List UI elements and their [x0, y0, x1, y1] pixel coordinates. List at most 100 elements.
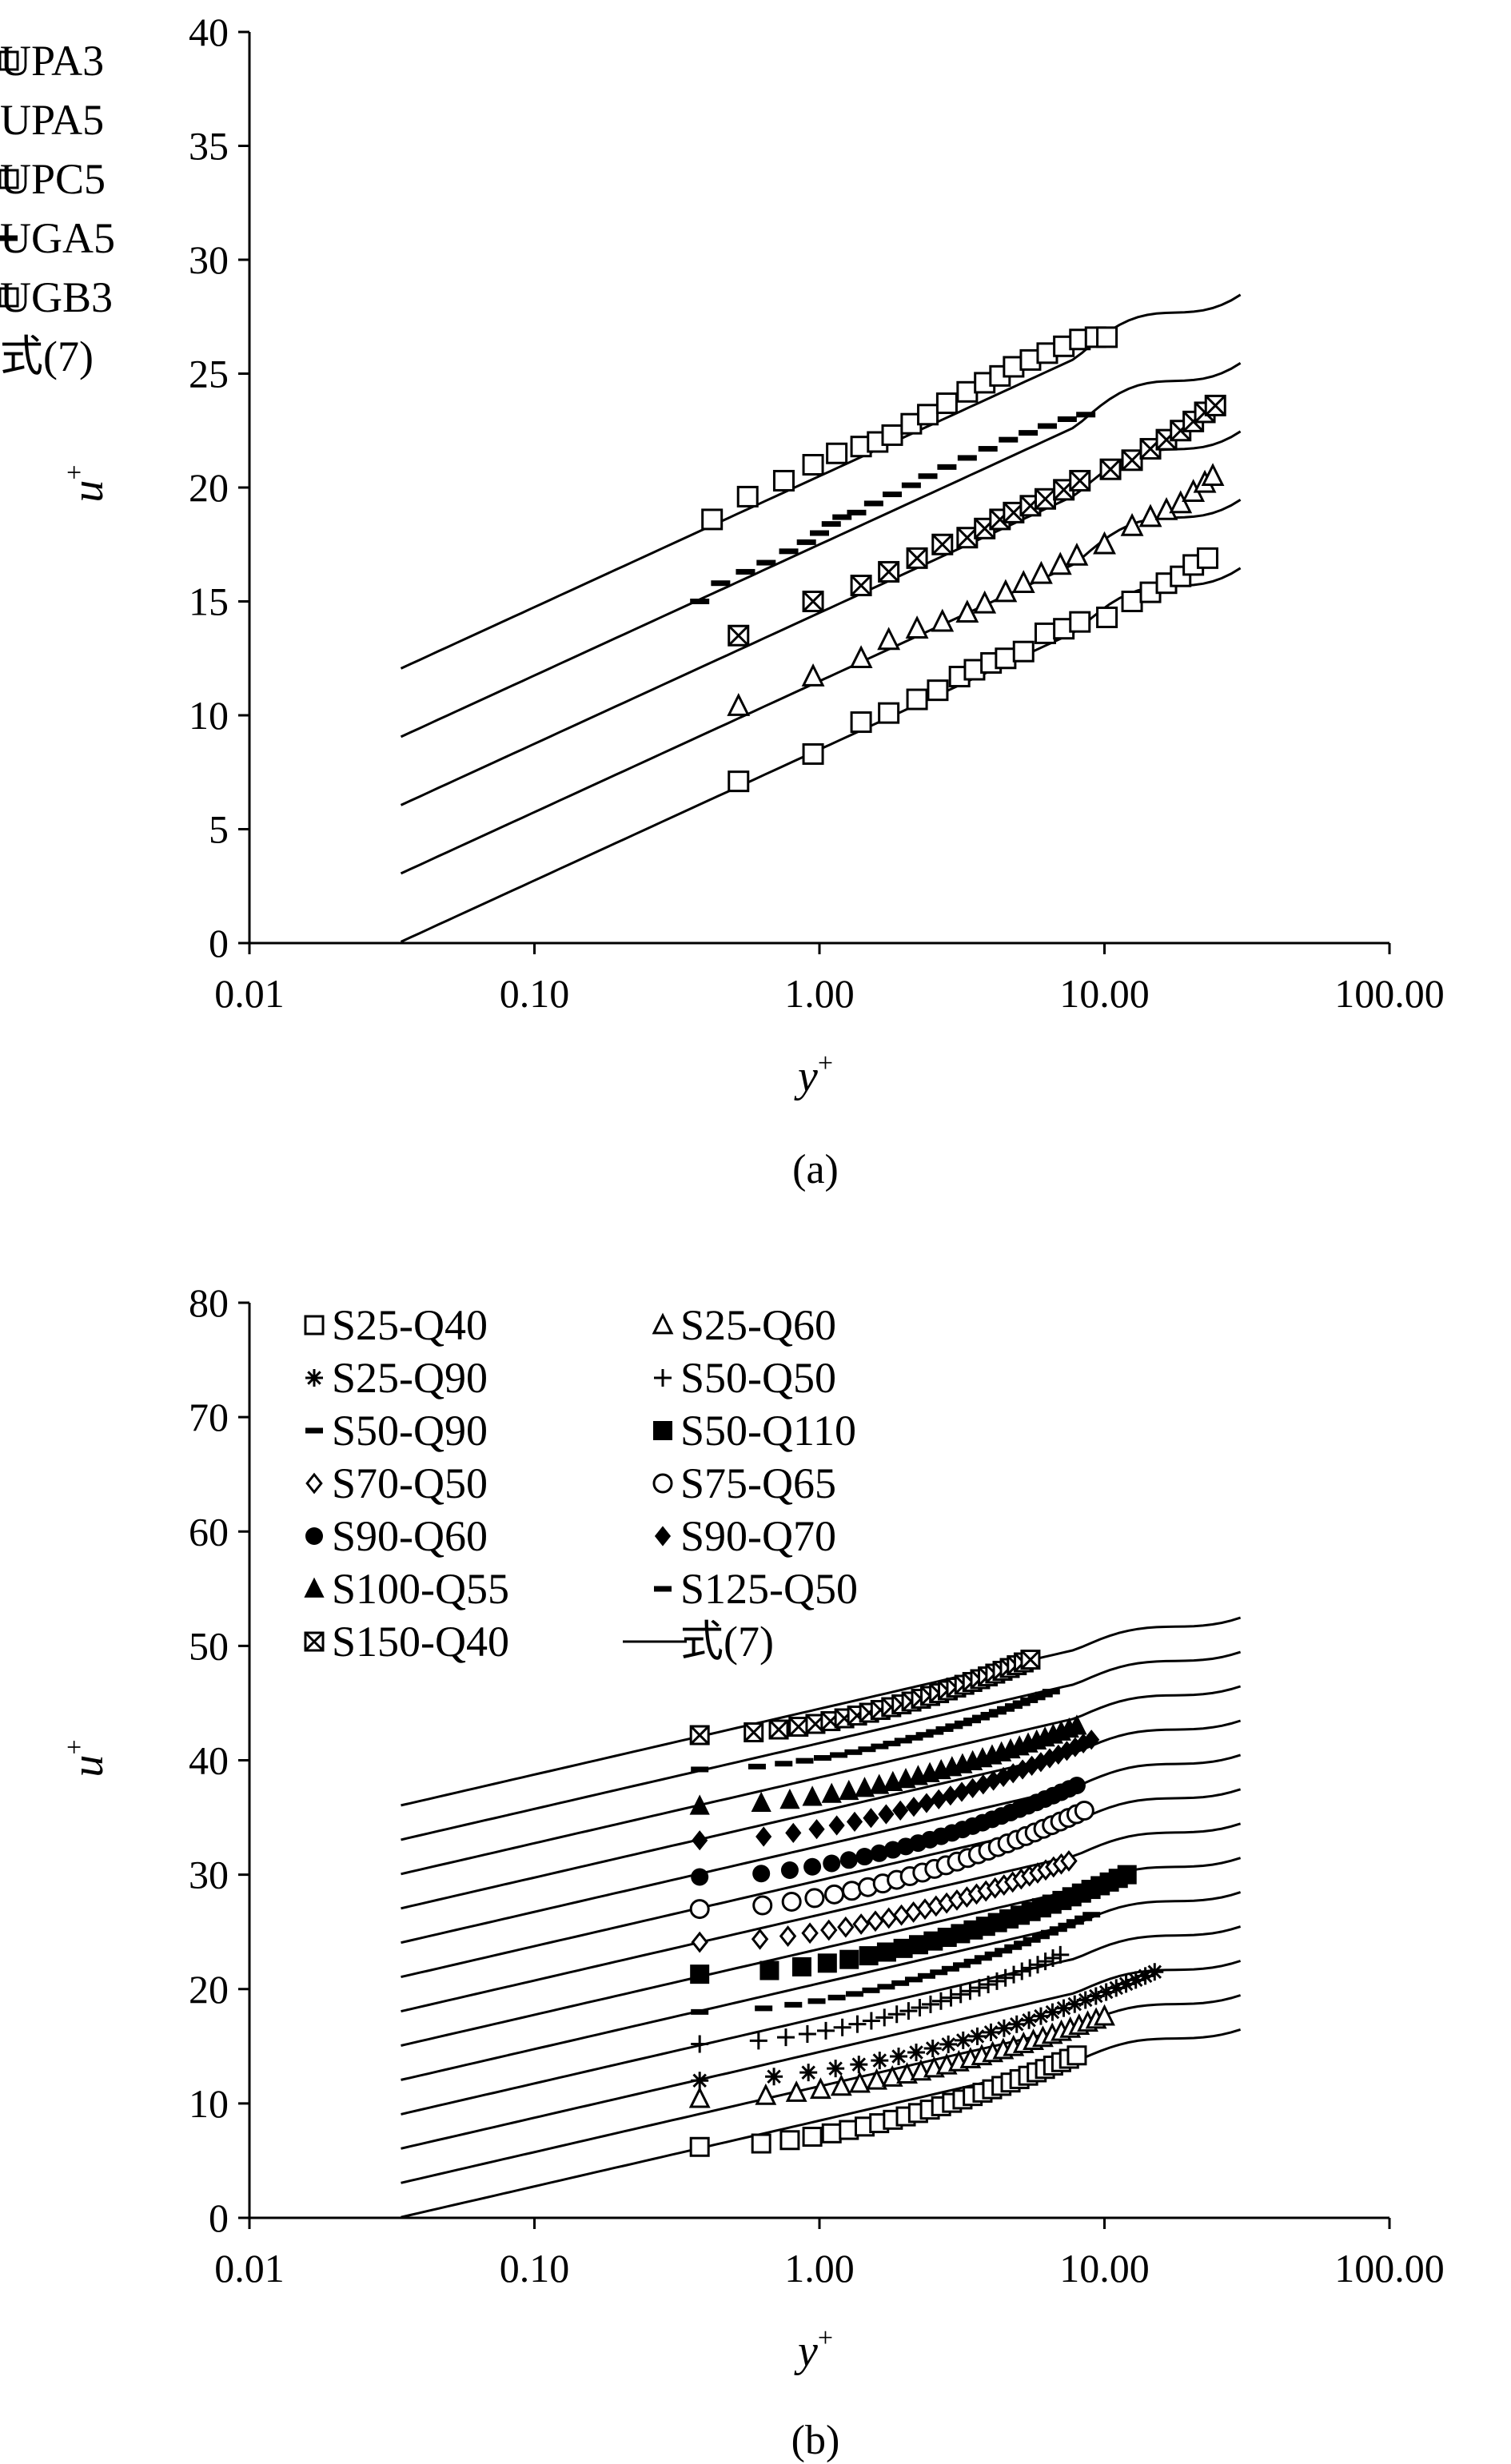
panel-a-series-UPA3	[728, 547, 1218, 793]
panel-a-legend-label-1: UPA5	[0, 96, 104, 144]
panel-a-point-UPA3-4	[906, 688, 928, 711]
panel-a-point-UPC5-6	[956, 527, 979, 549]
panel-b-point-S50-Q50-21	[1005, 1965, 1023, 1984]
panel-a-point-UPC5-11-cross	[1035, 488, 1056, 510]
panel-b-y-tick-label-8: 80	[189, 1280, 229, 1325]
panel-b-x-axis-label-sup: +	[818, 2323, 833, 2353]
panel-b-legend-item-4: S50-Q90	[305, 1407, 488, 1455]
panel-b-point-S50-Q90-1	[755, 2005, 773, 2012]
panel-a-legend-marker-2	[0, 170, 19, 189]
panel-a-x-tick-label-2: 1.00	[784, 971, 855, 1016]
panel-a-point-UPC5-14-cross	[1099, 459, 1122, 480]
panel-a-y-tick-label-6: 30	[189, 237, 229, 282]
panel-b-point-S25-Q60-7	[881, 2064, 903, 2087]
panel-b-fit-line-12	[401, 1616, 1242, 1807]
panel-b-y-axis-label-sup: +	[60, 1739, 90, 1754]
panel-b-point-S125-Q50-2	[775, 1761, 793, 1767]
panel-b-y-axis-label-text: u	[63, 1755, 113, 1777]
panel-b-y-tick-label-5: 50	[189, 1623, 229, 1668]
panel-a-point-UGB3-9	[917, 404, 939, 426]
panel-b-series-S25-Q40	[689, 2045, 1087, 2157]
panel-b-point-S50-Q50-4	[817, 2021, 835, 2040]
panel-b-legend-marker-12-cross	[304, 1631, 325, 1652]
panel-a-legend: UPA3 UPA5 UPC5 UGA5 UGB3 式(7)	[0, 37, 115, 380]
panel-b-point-S25-Q90-19	[1066, 1995, 1084, 2013]
panel-b-point-S125-Q50-17	[963, 1718, 982, 1724]
panel-b-point-S50-Q90-4	[827, 1994, 846, 2000]
panel-b-point-S125-Q50-27	[1042, 1689, 1060, 1695]
panel-b-point-S150-Q40-27-cross	[1020, 1650, 1041, 1670]
panel-b-point-S25-Q60-8	[896, 2062, 918, 2084]
panel-b-fit-line-8	[401, 1753, 1242, 1945]
panel-a-point-UPA3-0	[728, 770, 750, 793]
panel-b-point-S125-Q50-0	[691, 1766, 709, 1773]
panel-b-series-S25-Q90	[691, 1963, 1164, 2090]
panel-b-point-S50-Q50-13	[931, 1992, 950, 2010]
panel-b-point-S125-Q50-20	[988, 1709, 1007, 1715]
panel-b-point-S90-Q60-7	[870, 1844, 888, 1862]
panel-b-fit-line-2	[401, 1960, 1242, 2150]
panel-a-series-UPC5	[728, 394, 1226, 647]
panel-b-point-S50-Q90-18	[1004, 1944, 1023, 1950]
panel-a-y-axis-label: u+	[60, 464, 113, 502]
panel-a-y-tick-label-4: 20	[189, 465, 229, 510]
panel-b-point-S25-Q90-11	[968, 2027, 987, 2045]
panel-b-point-S25-Q60-0	[688, 2086, 711, 2108]
panel-b-point-S125-Q50-5	[830, 1752, 848, 1758]
panel-b-point-S100-Q55-4	[821, 1782, 842, 1803]
panel-b-point-S75-Q65-27	[1074, 1800, 1094, 1821]
panel-b-fit-line-3	[401, 1925, 1242, 2116]
panel-b-point-S90-Q70-9	[905, 1797, 923, 1817]
panel-b-fit-line-6	[401, 1822, 1242, 2013]
panel-a-point-UPC5-21-cross	[1205, 395, 1226, 416]
panel-b-legend: S25-Q40 S25-Q60 S25-Q90 S50-Q50 S50-Q90 S50-Q…	[304, 1301, 858, 1666]
panel-a-point-UGA5-0	[690, 599, 710, 604]
panel-b-point-S50-Q50-8	[875, 2008, 894, 2027]
panel-b-point-S125-Q50-10	[894, 1738, 912, 1744]
panel-a-point-UGA5-17	[999, 436, 1019, 443]
panel-b-point-S25-Q90-14	[1007, 2015, 1026, 2033]
panel-a-point-UPC5-2-cross	[851, 575, 872, 596]
panel-b-point-S90-Q70-0	[692, 1830, 708, 1851]
panel-b-point-S70-Q50-8	[879, 1907, 898, 1929]
panel-b-y-tick-label-1: 10	[189, 2081, 229, 2126]
panel-b-point-S50-Q50-23	[1021, 1959, 1039, 1977]
panel-b-point-S50-Q50-20	[996, 1968, 1015, 1987]
panel-a-point-UPA3-2	[850, 711, 872, 734]
panel-b-point-S50-Q50-22	[1013, 1962, 1031, 1980]
panel-b-point-S75-Q65-4	[824, 1884, 845, 1905]
panel-b-point-S50-Q50-17	[970, 1979, 988, 1997]
panel-b-point-S150-Q40-1	[744, 1722, 764, 1743]
panel-b-legend-marker-1	[652, 1312, 674, 1335]
panel-b-point-S90-Q70-5	[846, 1811, 863, 1832]
panel-b-point-S125-Q50-9	[883, 1741, 901, 1747]
panel-b-legend-item-0: S25-Q40	[304, 1301, 488, 1349]
panel-a-caption: (a)	[792, 1147, 839, 1192]
panel-b-y-tick-label-6: 60	[189, 1509, 229, 1554]
panel-b-point-S125-Q50-25	[1027, 1694, 1046, 1701]
panel-b-point-S150-Q40-1-cross	[744, 1722, 763, 1742]
panel-b-point-S50-Q90-23	[1049, 1926, 1067, 1933]
panel-b-point-S25-Q90-3	[827, 2060, 845, 2078]
panel-a-point-UPC5-15	[1121, 449, 1143, 472]
panel-b-x-axis-label-text: y	[794, 2327, 818, 2376]
panel-a-legend-marker-3	[0, 235, 18, 241]
panel-b-point-S25-Q60-6	[866, 2068, 888, 2090]
panel-a-fit-line-3	[400, 362, 1242, 738]
panel-b-point-S100-Q55-5	[839, 1779, 859, 1801]
panel-b-fit-line-11	[401, 1650, 1242, 1841]
panel-b-y-axis-label: u+	[60, 1739, 113, 1777]
panel-b-legend-label-6: S70-Q50	[332, 1459, 488, 1507]
panel-b-point-S70-Q50-9	[892, 1904, 911, 1926]
panel-b-point-S50-Q90-14	[963, 1958, 982, 1964]
panel-b-point-S50-Q90-19	[1014, 1941, 1032, 1947]
panel-b-point-S90-Q70-1	[756, 1826, 772, 1847]
panel-b-point-S25-Q90-23	[1107, 1979, 1126, 1997]
panel-b-point-S125-Q50-4	[813, 1755, 831, 1761]
panel-b-point-S125-Q50-16	[954, 1720, 972, 1726]
panel-b-point-S50-Q90-24	[1058, 1922, 1076, 1929]
panel-a-point-UPC5-11	[1034, 488, 1056, 510]
panel-b-axes: 0 10 20 30 40 50 60 70 80 0.01 0.10 1.00 10.00 100.00	[189, 1280, 1445, 2291]
panel-b-point-S25-Q90-26	[1136, 1967, 1154, 1985]
panel-b-point-S25-Q90-27	[1146, 1963, 1164, 1981]
